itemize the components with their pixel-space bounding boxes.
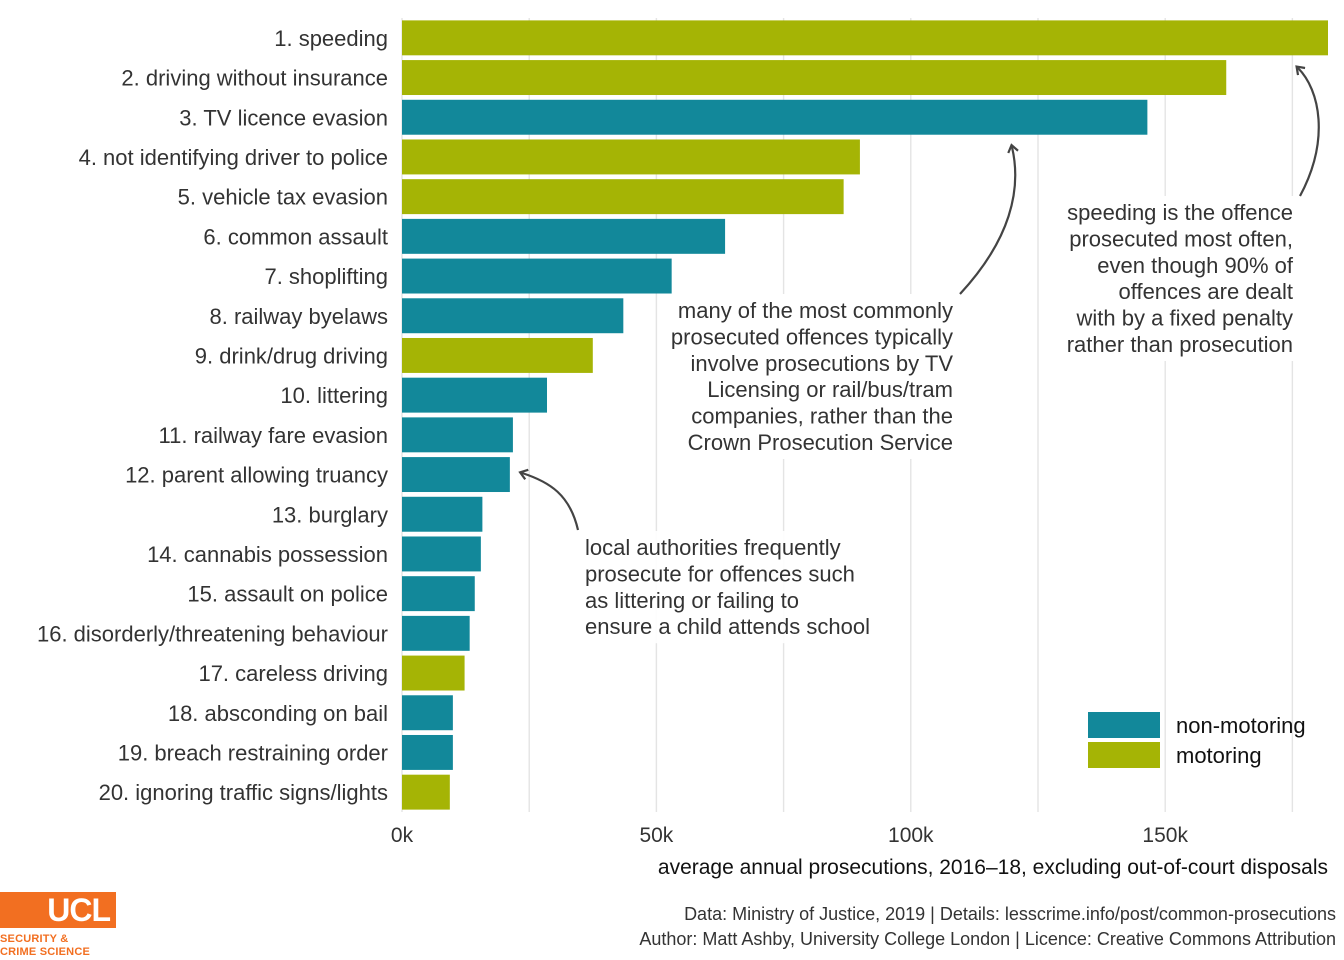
bars xyxy=(402,20,1328,810)
x-axis-label: average annual prosecutions, 2016–18, ex… xyxy=(658,856,1328,879)
bar xyxy=(402,417,513,453)
bar xyxy=(402,774,450,810)
bar xyxy=(402,655,465,691)
annotation-arrows xyxy=(518,65,1320,531)
ucl-logo: UCL SECURITY & CRIME SCIENCE xyxy=(0,892,118,959)
annotation-speeding: speeding is the offence prosecuted most o… xyxy=(1060,196,1300,361)
x-tick-label: 0k xyxy=(391,824,414,847)
bar xyxy=(402,377,548,413)
annotation-local-authorities: local authorities frequently prosecute fo… xyxy=(579,531,876,644)
category-label: 2. driving without insurance xyxy=(121,66,388,91)
ucl-wordmark-box: UCL xyxy=(0,892,116,928)
annotation-line: offences are dealt xyxy=(1119,279,1294,304)
bar xyxy=(402,99,1148,135)
bar xyxy=(402,457,510,493)
x-tick-label: 50k xyxy=(639,824,673,847)
category-label: 3. TV licence evasion xyxy=(179,105,388,130)
annotation-line: speeding is the offence xyxy=(1067,200,1293,225)
category-label: 19. breach restraining order xyxy=(118,740,388,765)
caption-author: Author: Matt Ashby, University College L… xyxy=(639,929,1336,949)
prosecutions-chart: 1. speeding 2. driving without insurance 3… xyxy=(37,18,1328,879)
category-label: 14. cannabis possession xyxy=(147,542,388,567)
category-label: 6. common assault xyxy=(203,224,388,249)
legend-swatch xyxy=(1088,742,1160,768)
annotation-commonly-prosecuted: many of the most commonly prosecuted offe… xyxy=(664,294,960,459)
bar xyxy=(402,139,860,175)
bar xyxy=(402,576,475,612)
bar xyxy=(402,615,470,651)
category-label: 12. parent allowing truancy xyxy=(125,463,388,488)
legend-label: non-motoring xyxy=(1176,713,1306,738)
ucl-wordmark: UCL xyxy=(47,892,111,928)
annotation-text: local authorities frequently prosecute fo… xyxy=(585,535,870,639)
annotation-line: as littering or failing to xyxy=(585,588,799,613)
bar xyxy=(402,298,624,334)
annotation-background xyxy=(664,294,960,459)
legend-swatch xyxy=(1088,712,1160,738)
bar xyxy=(402,536,481,572)
annotation-line: Crown Prosecution Service xyxy=(688,430,953,455)
annotation-line: companies, rather than the xyxy=(691,404,953,429)
annotation-background xyxy=(579,531,876,644)
caption-data-source: Data: Ministry of Justice, 2019 | Detail… xyxy=(684,904,1336,924)
x-tick-label: 150k xyxy=(1142,824,1188,847)
bar xyxy=(402,218,726,254)
legend: non-motoring motoring xyxy=(1088,712,1306,768)
category-label: 5. vehicle tax evasion xyxy=(178,185,388,210)
legend-label: motoring xyxy=(1176,743,1262,768)
bar xyxy=(402,337,593,373)
category-label: 20. ignoring traffic signs/lights xyxy=(99,780,388,805)
annotation-line: prosecute for offences such xyxy=(585,561,855,586)
bar xyxy=(402,734,453,770)
annotation-text: many of the most commonly prosecuted offe… xyxy=(671,298,953,455)
annotation-line: local authorities frequently xyxy=(585,535,841,560)
annotation-background xyxy=(1060,196,1300,361)
category-label: 4. not identifying driver to police xyxy=(79,145,388,170)
x-tick-labels: 0k 50k 100k 150k xyxy=(391,824,1189,847)
ucl-subtitle: SECURITY & CRIME SCIENCE xyxy=(0,933,118,959)
category-label: 8. railway byelaws xyxy=(209,304,388,329)
bar xyxy=(402,179,844,215)
annotation-line: Licensing or rail/bus/tram xyxy=(707,377,953,402)
bar xyxy=(402,20,1328,56)
annotation-line: prosecuted offences typically xyxy=(671,324,953,349)
category-label: 18. absconding on bail xyxy=(168,701,388,726)
annotation-line: many of the most commonly xyxy=(678,298,953,323)
bar xyxy=(402,60,1227,96)
category-label: 9. drink/drug driving xyxy=(195,343,388,368)
bar xyxy=(402,258,672,294)
category-labels: 1. speeding 2. driving without insurance 3… xyxy=(37,26,388,805)
category-label: 10. littering xyxy=(280,383,388,408)
annotation-line: even though 90% of xyxy=(1097,253,1294,278)
x-tick-label: 100k xyxy=(888,824,934,847)
category-label: 1. speeding xyxy=(274,26,388,51)
annotation-line: ensure a child attends school xyxy=(585,614,870,639)
category-label: 13. burglary xyxy=(272,502,388,527)
category-label: 11. railway fare evasion xyxy=(159,423,389,448)
category-label: 7. shoplifting xyxy=(264,264,388,289)
bar xyxy=(402,496,483,532)
annotation-line: with by a fixed penalty xyxy=(1076,306,1293,331)
annotation-line: involve prosecutions by TV xyxy=(690,351,953,376)
ucl-subtitle-line1: SECURITY & xyxy=(0,933,69,945)
ucl-subtitle-line2: CRIME SCIENCE xyxy=(0,946,90,958)
arrow-local-authorities xyxy=(518,468,580,531)
category-label: 16. disorderly/threatening behaviour xyxy=(37,621,388,646)
bar xyxy=(402,695,453,731)
annotation-text: speeding is the offence prosecuted most o… xyxy=(1067,200,1294,357)
annotations: speeding is the offence prosecuted most o… xyxy=(579,196,1300,644)
arrow-commonly-prosecuted xyxy=(959,143,1019,295)
annotation-line: prosecuted most often, xyxy=(1069,226,1293,251)
category-label: 17. careless driving xyxy=(198,661,388,686)
category-label: 15. assault on police xyxy=(187,582,388,607)
annotation-line: rather than prosecution xyxy=(1067,332,1293,357)
arrow-speeding xyxy=(1295,65,1320,197)
